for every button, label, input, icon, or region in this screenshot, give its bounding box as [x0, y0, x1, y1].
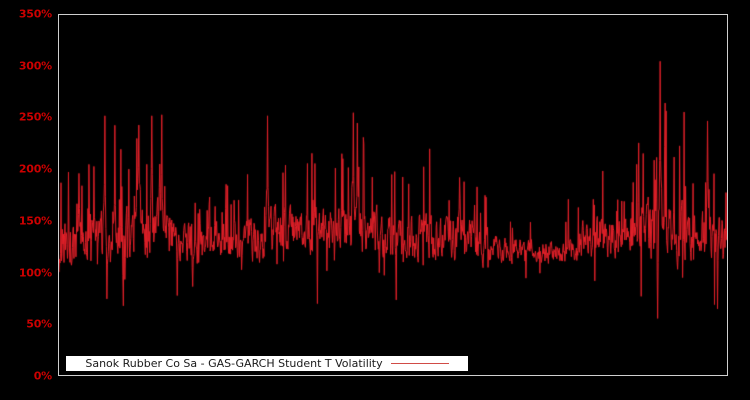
y-tick-label-50pct: 50%: [26, 317, 52, 331]
y-tick-label-300pct: 300%: [18, 59, 52, 73]
legend-line-sample-icon: [390, 363, 449, 364]
y-tick-label-250pct: 250%: [18, 110, 52, 124]
y-axis-tick-labels: 0% 50% 100% 150% 200% 250% 300% 350%: [0, 0, 58, 400]
legend[interactable]: Sanok Rubber Co Sa - GAS-GARCH Student T…: [66, 356, 468, 371]
y-tick-label-0pct: 0%: [33, 369, 52, 383]
y-tick-label-100pct: 100%: [18, 266, 52, 280]
volatility-series-canvas: [59, 15, 727, 375]
y-tick-label-150pct: 150%: [18, 214, 52, 228]
legend-label: Sanok Rubber Co Sa - GAS-GARCH Student T…: [85, 357, 383, 370]
y-tick-label-350pct: 350%: [18, 7, 52, 21]
y-tick-label-200pct: 200%: [18, 162, 52, 176]
plot-area: [58, 14, 728, 376]
